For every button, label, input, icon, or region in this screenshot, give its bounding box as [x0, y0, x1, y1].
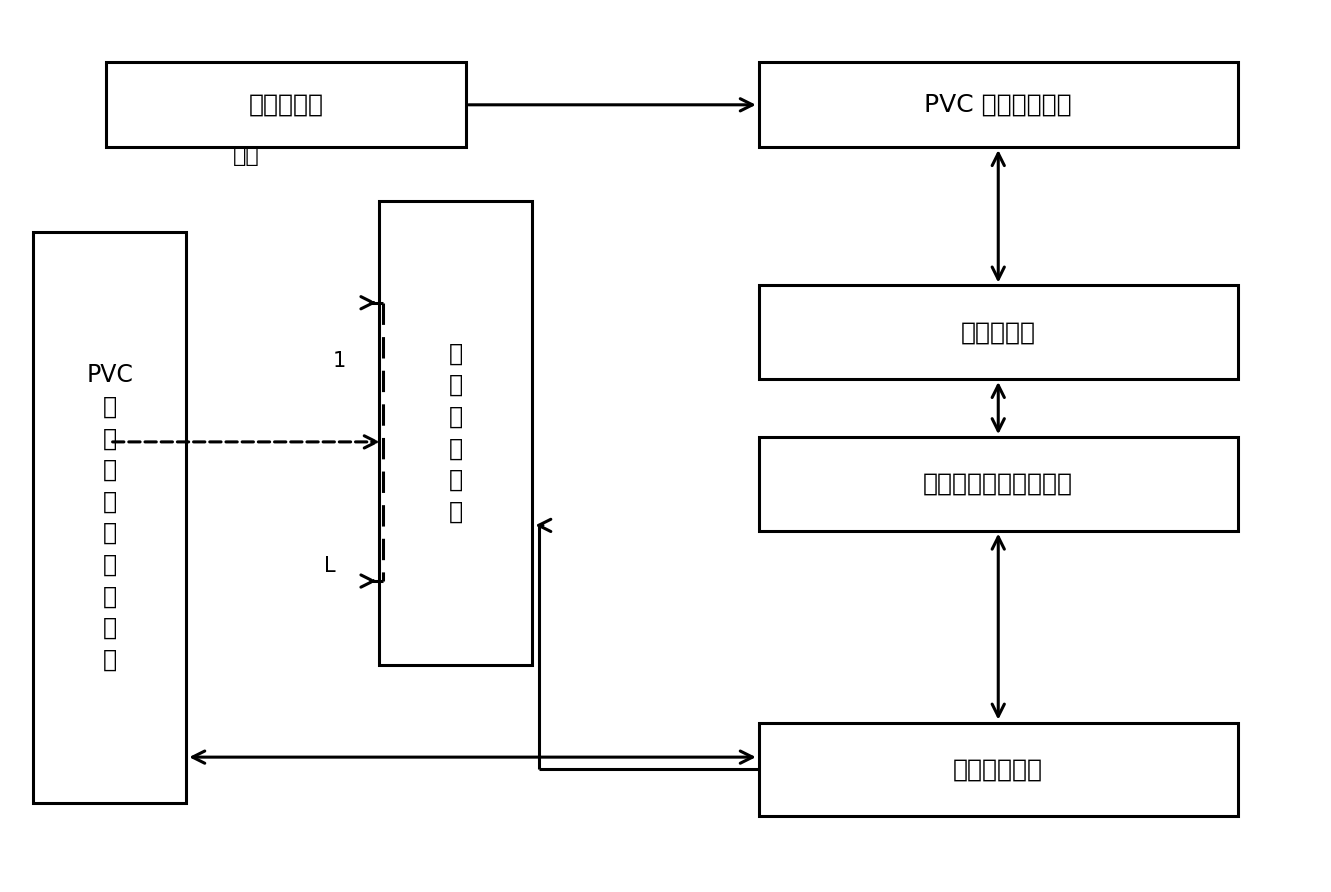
Text: L: L: [325, 557, 335, 576]
Text: 工业控制机: 工业控制机: [961, 320, 1036, 344]
Text: 1: 1: [333, 351, 346, 371]
FancyBboxPatch shape: [759, 437, 1238, 531]
Text: 压
力
采
集
系
统: 压 力 采 集 系 统: [449, 342, 463, 524]
Text: 气路: 气路: [233, 146, 260, 166]
Text: 标准压力源: 标准压力源: [249, 93, 323, 117]
FancyBboxPatch shape: [33, 232, 186, 803]
FancyBboxPatch shape: [759, 62, 1238, 147]
Text: 压力采集精度修正模块: 压力采集精度修正模块: [924, 472, 1073, 496]
FancyBboxPatch shape: [759, 285, 1238, 379]
FancyBboxPatch shape: [379, 201, 532, 665]
Text: PVC 数据表存储器: PVC 数据表存储器: [925, 93, 1071, 117]
Text: 互联网服务器: 互联网服务器: [953, 757, 1044, 781]
Text: PVC
数
据
表
气
压
输
出
系
统: PVC 数 据 表 气 压 输 出 系 统: [87, 363, 133, 672]
FancyBboxPatch shape: [106, 62, 466, 147]
FancyBboxPatch shape: [759, 723, 1238, 816]
